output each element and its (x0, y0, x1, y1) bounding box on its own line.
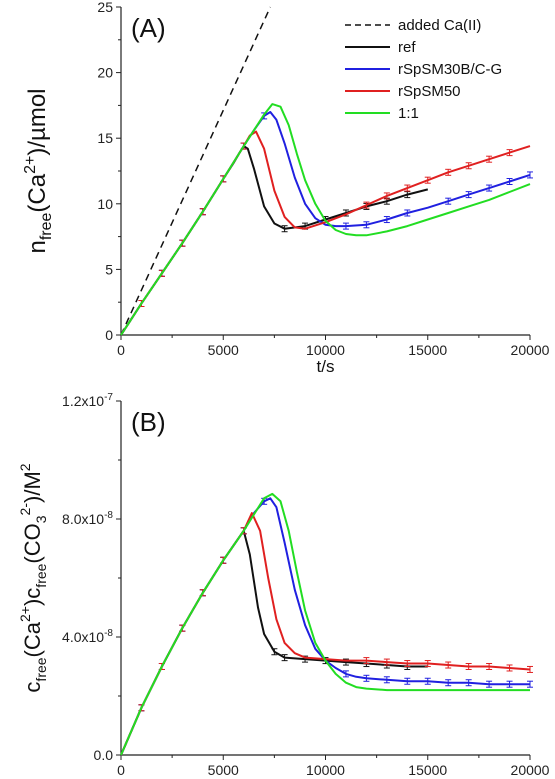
y-title-sub3: 3 (33, 515, 49, 523)
x-tick-label: 10000 (306, 342, 345, 358)
x-tick-label: 15000 (408, 762, 447, 778)
y-title-sub2: free (33, 563, 49, 587)
y-tick-label: 25 (97, 0, 113, 15)
y-tick-mantissa: 25 (97, 0, 113, 15)
y-tick-exponent: -8 (104, 510, 113, 521)
y-title-sup4: 2 (17, 463, 33, 471)
x-tick-label: 5000 (208, 342, 239, 358)
series-line-1 (120, 145, 429, 336)
series-line-2 (120, 111, 531, 336)
y-title-sub: free (33, 657, 49, 681)
y-title-mid3: (CO (20, 523, 45, 563)
y-tick-label: 0.0 (94, 747, 114, 763)
series-3 (120, 130, 531, 336)
y-tick-label: 5 (105, 261, 113, 277)
x-axis-title: t/s (317, 777, 335, 779)
series-2 (120, 512, 533, 756)
y-tick-label: 15 (97, 130, 113, 146)
x-tick-label: 20000 (511, 762, 550, 778)
x-tick-label: 10000 (306, 762, 345, 778)
y-title-sup3: 2- (17, 503, 33, 516)
legend-label-0: added Ca(II) (398, 17, 481, 34)
y-tick-mantissa: 5 (105, 261, 113, 277)
y-title-tail: )/M (20, 471, 45, 503)
y-tick-exponent: -7 (104, 392, 113, 403)
x-axis-title: t/s (317, 357, 335, 376)
series-line-3 (120, 130, 531, 336)
series-4 (120, 103, 531, 336)
y-tick-mantissa: 20 (97, 65, 113, 81)
legend-label-4: 1:1 (398, 105, 419, 122)
y-title-mid: (Ca (20, 621, 45, 657)
panel-label: (A) (131, 13, 166, 43)
series-line-3 (120, 492, 530, 756)
y-tick-label: 4.0x10-8 (62, 628, 113, 645)
y-tick-mantissa: 0.0 (94, 747, 114, 763)
y-tick-mantissa: 15 (97, 130, 113, 146)
y-tick-mantissa: 1.2x10 (62, 393, 104, 409)
x-tick-label: 0 (117, 342, 125, 358)
series-line-4 (120, 103, 531, 336)
y-title-sup: 2+ (17, 606, 33, 622)
series-0 (120, 6, 271, 336)
panel-a: 0 5000 10000 15000 20000 0 5 10 15 20 25 t/s (A) nfre… (22, 0, 550, 376)
y-tick-label: 8.0x10-8 (62, 510, 113, 527)
y-tick-label: 20 (97, 65, 113, 81)
y-axis-title: nfree(Ca2+)/µmol (22, 88, 55, 253)
panel-label: (B) (131, 407, 166, 437)
y-tick-label: 10 (97, 196, 113, 212)
series-1 (120, 142, 429, 336)
series-line-2 (120, 512, 531, 756)
y-tick-mantissa: 0 (105, 327, 113, 343)
y-tick-label: 1.2x10-7 (62, 392, 113, 409)
legend-label-2: rSpSM30B/C-G (398, 61, 502, 78)
x-tick-label: 15000 (408, 342, 447, 358)
series-line-0 (120, 6, 271, 336)
legend: added Ca(II) ref rSpSM30B/C-G rSpSM50 1:1 (345, 17, 502, 122)
y-title-main: c (20, 682, 45, 693)
y-title-mid: (Ca (24, 173, 51, 212)
y-tick-mantissa: 4.0x10 (62, 629, 104, 645)
y-title-main: n (24, 240, 51, 253)
panel-b: 0 5000 10000 15000 200000.04.0x10-88.0x10-81… (17, 392, 550, 779)
legend-label-1: ref (398, 39, 416, 56)
legend-label-3: rSpSM50 (398, 83, 461, 100)
y-title-sub: free (38, 212, 55, 240)
series-line-0 (120, 529, 428, 756)
x-tick-label: 20000 (511, 342, 550, 358)
y-tick-exponent: -8 (104, 628, 113, 639)
y-axis-title: cfree(Ca2+)cfree(CO32-)/M2 (17, 463, 49, 692)
y-title-sup: 2+ (22, 156, 39, 174)
y-tick-mantissa: 10 (97, 196, 113, 212)
y-title-mid2: )c (20, 588, 45, 606)
y-tick-mantissa: 8.0x10 (62, 511, 104, 527)
y-title-tail: )/µmol (24, 88, 51, 155)
x-tick-label: 5000 (208, 762, 239, 778)
x-tick-label: 0 (117, 762, 125, 778)
series-0 (120, 527, 428, 756)
series-3 (120, 492, 530, 756)
y-tick-label: 0 (105, 327, 113, 343)
